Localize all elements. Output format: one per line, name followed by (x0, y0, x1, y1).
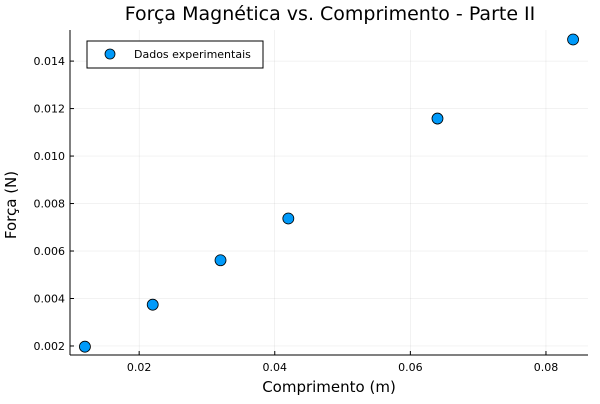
y-tick-label: 0.010 (34, 150, 66, 163)
data-point (282, 212, 295, 225)
legend: Dados experimentais (86, 40, 264, 69)
y-tick-label: 0.006 (34, 245, 66, 258)
axes (69, 30, 588, 356)
y-tick-label: 0.008 (34, 198, 66, 211)
y-tick-label: 0.012 (34, 103, 66, 116)
y-tick-label: 0.004 (34, 292, 66, 305)
x-tick-label: 0.08 (534, 361, 559, 374)
data-point (79, 340, 91, 353)
data-point (214, 254, 227, 267)
x-tick-label: 0.02 (127, 361, 152, 374)
legend-label: Dados experimentais (134, 48, 251, 61)
x-tick-label: 0.04 (263, 361, 288, 374)
legend-box (86, 40, 264, 69)
data-point (146, 298, 159, 311)
data-point (567, 33, 579, 46)
x-tick-label: 0.06 (398, 361, 423, 374)
y-tick-label: 0.014 (34, 55, 66, 68)
data-point (431, 112, 444, 125)
y-axis-label: Força (N) (2, 171, 20, 239)
data-points (79, 33, 579, 353)
x-axis-label: Comprimento (m) (262, 378, 396, 396)
chart-title: Força Magnética vs. Comprimento - Parte … (125, 3, 536, 25)
y-tick-label: 0.002 (34, 340, 66, 353)
ticks: 0.02 0.04 0.06 0.08 0.002 0.004 0.006 0.008 0.01… (34, 55, 559, 374)
legend-marker (104, 48, 116, 60)
